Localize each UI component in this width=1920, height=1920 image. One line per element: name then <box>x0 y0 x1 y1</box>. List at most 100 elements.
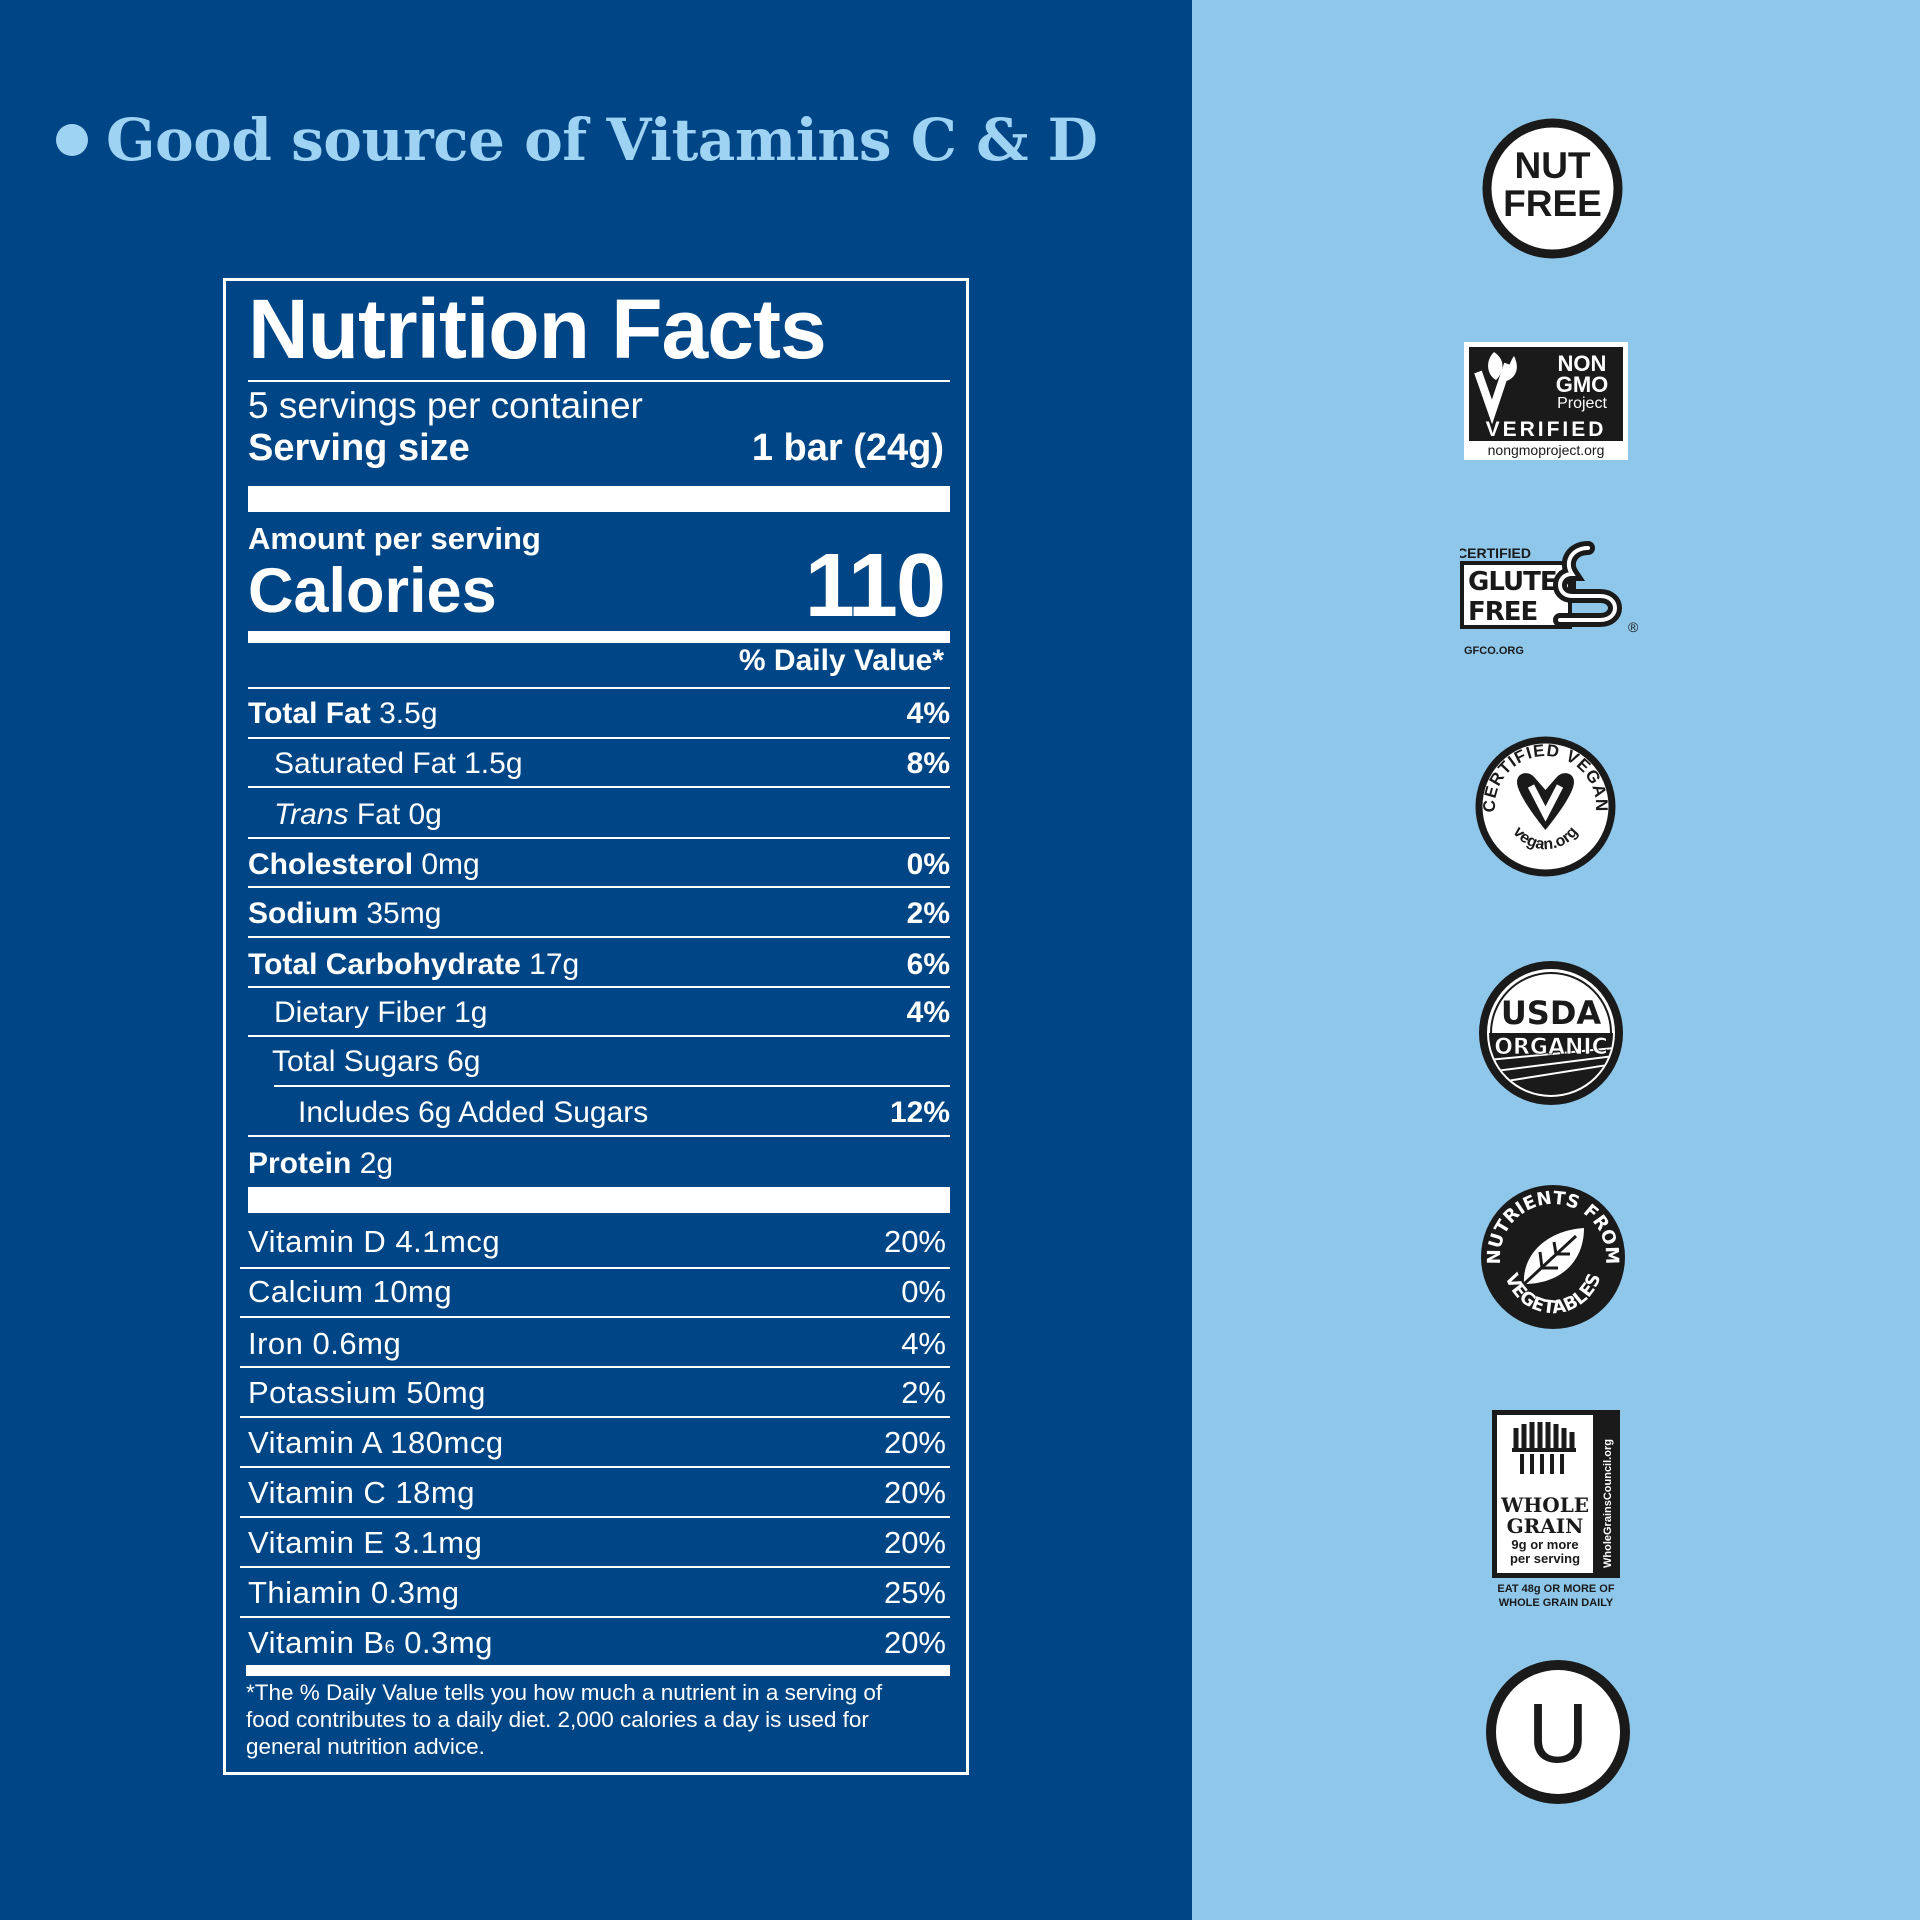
vitamin-dv: 20% <box>883 1224 946 1259</box>
nutrient-amount: 3.5g <box>379 697 438 730</box>
kosher-inner <box>1496 1670 1620 1794</box>
vegan-v-icon <box>1527 784 1564 822</box>
nutrient-amount: 35mg <box>366 897 442 930</box>
vitamin-row: Calcium 10mg 0% <box>240 1267 948 1315</box>
divider <box>240 1267 950 1269</box>
divider <box>240 1616 950 1618</box>
vitamin-dv: 0% <box>901 1274 946 1309</box>
nut-free-line2: FREE <box>1503 183 1602 224</box>
divider <box>248 380 950 382</box>
vitamin-label: Calcium 10mg <box>248 1274 453 1309</box>
wheat-sheaf-icon <box>1513 1422 1575 1450</box>
nutrient-name: Dietary Fiber <box>274 996 446 1029</box>
vitamin-label: Vitamin B6 0.3mg <box>248 1625 493 1661</box>
nutrients-from-vegetables-badge: NUTRIENTS FROM VEGETABLES <box>1481 1185 1625 1329</box>
vitamin-label: Vitamin E 3.1mg <box>248 1525 483 1560</box>
usda-l2: ORGANIC <box>1494 1035 1607 1060</box>
vitamin-dv: 2% <box>901 1375 946 1410</box>
nut-free-badge: NUT FREE <box>1482 118 1623 259</box>
nutrient-dv: 12% <box>889 1096 950 1129</box>
non-gmo-l1: NON <box>1558 351 1607 376</box>
vitamin-row: Thiamin 0.3mg 25% <box>240 1568 948 1616</box>
serving-size-value: 1 bar (24g) <box>751 427 944 469</box>
kosher-letter: U <box>1528 1686 1589 1780</box>
nut-free-inner <box>1491 127 1614 250</box>
vitamin-label: Vitamin A 180mcg <box>248 1425 504 1460</box>
nutrient-name: Includes 6g Added Sugars <box>298 1096 649 1129</box>
divider <box>240 1566 950 1568</box>
nutrient-row-sodium: Sodium 35mg 2% <box>248 889 950 937</box>
servings-per-container: 5 servings per container <box>248 385 643 426</box>
whole-grain-f2: WHOLE GRAIN DAILY <box>1499 1597 1614 1609</box>
divider <box>248 737 950 739</box>
nutrient-name: Trans <box>274 798 349 831</box>
non-gmo-l2: GMO <box>1556 372 1609 397</box>
nutrient-name: Saturated Fat <box>274 747 456 780</box>
divider <box>248 786 950 788</box>
gluten-free-l4: GFCO.ORG <box>1464 645 1524 657</box>
gluten-free-l1: CERTIFIED <box>1460 545 1531 561</box>
vitamin-dv: 20% <box>883 1425 946 1460</box>
non-gmo-l5: nongmoproject.org <box>1488 442 1605 458</box>
non-gmo-text-box <box>1544 350 1620 408</box>
vitamin-dv: 25% <box>883 1575 946 1610</box>
vitamin-b-text: Vitamin B <box>248 1625 385 1660</box>
vitamin-label: Potassium 50mg <box>248 1375 486 1410</box>
whole-grain-stamp-face <box>1497 1415 1593 1573</box>
daily-value-footnote: *The % Daily Value tells you how much a … <box>246 1680 883 1759</box>
certified-vegan-badge: CERTIFIED VEGAN vegan.org <box>1475 736 1616 877</box>
thick-divider <box>246 1665 950 1676</box>
vitamin-row: Potassium 50mg 2% <box>240 1368 948 1416</box>
whole-grain-l4: per serving <box>1510 1551 1580 1566</box>
nutrient-name: Protein <box>248 1147 352 1180</box>
headline: Good source of Vitamins C & D <box>56 100 1098 180</box>
vitamin-dv: 20% <box>883 1475 946 1510</box>
non-gmo-l4: VERIFIED <box>1486 418 1607 441</box>
usda-organic-badge: USDA ORGANIC <box>1479 961 1623 1105</box>
thick-divider <box>248 486 950 512</box>
nutrient-name: Total Carbohydrate <box>248 948 521 981</box>
gluten-free-reg: ® <box>1628 619 1638 635</box>
vitamin-row: Vitamin C 18mg 20% <box>240 1468 948 1516</box>
divider <box>248 936 950 938</box>
divider <box>240 1366 950 1368</box>
vitamin-row: Vitamin D 4.1mcg 20% <box>240 1217 948 1265</box>
butterfly-wing-icon <box>1500 356 1517 382</box>
nutrient-row-dietary-fiber: Dietary Fiber 1g 4% <box>248 988 950 1036</box>
nutrient-amount: 1.5g <box>464 747 523 780</box>
divider <box>240 1416 950 1418</box>
whole-grain-f1: EAT 48g OR MORE OF <box>1497 1583 1614 1595</box>
leaf-veins-icon <box>1522 1234 1578 1286</box>
wheat-stalks-icon <box>1512 1448 1576 1474</box>
vitamin-row: Vitamin B6 0.3mg 20% <box>240 1618 948 1666</box>
nutrient-amount: 0mg <box>421 848 480 881</box>
nutrient-amount: 2g <box>359 1147 394 1180</box>
nutrient-row-total-carbohydrate: Total Carbohydrate 17g 6% <box>248 940 950 988</box>
calories-label: Calories <box>248 556 497 626</box>
vitamin-row: Vitamin A 180mcg 20% <box>240 1418 948 1466</box>
nutrient-row-protein: Protein 2g <box>248 1139 950 1187</box>
serving-size-label: Serving size <box>248 427 470 469</box>
certifications-panel: NUT FREE NON GMO Project VERIFIED nongmo… <box>1192 0 1920 1920</box>
usda-l1: USDA <box>1501 994 1602 1032</box>
nutrient-name: Total Fat <box>248 697 371 730</box>
nutrient-dv: 6% <box>906 948 950 981</box>
whole-grain-l1: WHOLE <box>1500 1493 1589 1517</box>
divider <box>248 837 950 839</box>
nutrient-dv: 4% <box>906 996 950 1029</box>
vitamin-label: Iron 0.6mg <box>248 1326 402 1361</box>
bullet-dot-icon <box>56 124 88 156</box>
nutrient-dv: 4% <box>906 697 950 730</box>
thick-divider <box>248 631 950 643</box>
whole-grain-stamp-badge: WHOLE GRAIN 9g or more per serving Whole… <box>1492 1410 1620 1609</box>
nutrient-name: Sodium <box>248 897 358 930</box>
divider <box>248 687 950 689</box>
butterfly-icon <box>1488 352 1503 380</box>
nutrition-side-panel: Good source of Vitamins C & D Nutrition … <box>0 0 1192 1920</box>
amount-per-serving: Amount per serving <box>248 521 541 556</box>
gluten-free-l3: FREE <box>1468 597 1537 627</box>
vitamin-dv: 20% <box>883 1525 946 1560</box>
divider <box>248 1135 950 1137</box>
divider <box>248 986 950 988</box>
vitamin-label: Thiamin 0.3mg <box>248 1575 460 1610</box>
